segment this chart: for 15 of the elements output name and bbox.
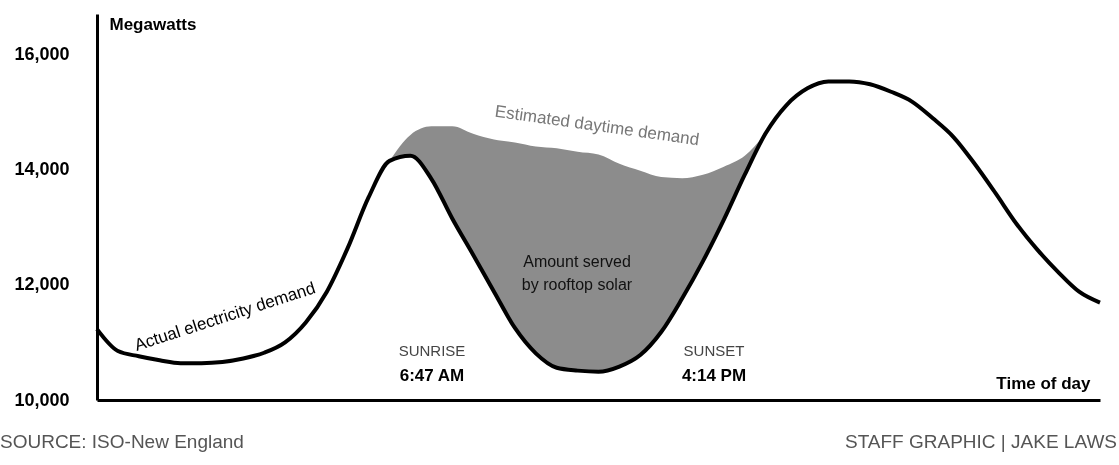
annotation: SUNRISE — [398, 342, 466, 359]
annotation: Amount served — [523, 253, 631, 270]
annotation: 4:14 PM — [681, 366, 747, 385]
text: Estimated daytime demand — [493, 101, 701, 150]
y-tick-label: 14,000 — [14, 159, 70, 180]
y-axis-title: Megawatts — [109, 14, 197, 34]
y-tick-label: 16,000 — [14, 43, 70, 64]
annotation: SUNSET — [683, 342, 745, 359]
annotation: by rooftop solar — [521, 276, 633, 293]
y-tick-label: 10,000 — [14, 389, 70, 410]
x-axis-title: Time of day — [996, 373, 1092, 393]
source-note: SOURCE: ISO-New England — [0, 431, 244, 452]
annotation: 6:47 AM — [399, 366, 465, 385]
text: STAFF GRAPHIC | JAKE LAWS — [844, 431, 1117, 452]
y-tick-label: 12,000 — [14, 274, 70, 295]
